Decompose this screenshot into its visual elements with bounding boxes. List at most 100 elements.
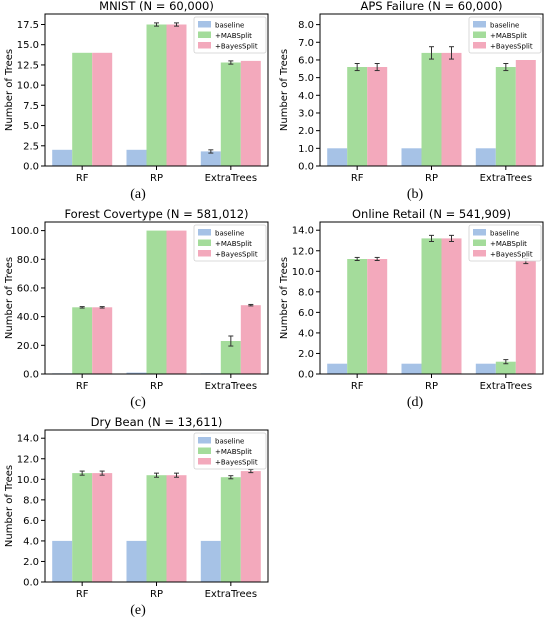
y-tick-label: 14.0 [292,226,314,237]
legend-swatch [198,239,211,246]
legend-swatch [198,42,211,49]
y-tick-label: 12.5 [17,60,39,71]
plot-frame [44,221,269,375]
chart-forest-covertype: Forest Covertype (N = 581,012) Number of … [4,207,269,392]
bar-baseline-rp [126,372,147,374]
x-tick-label: RP [150,173,163,184]
bar-bayessplit-extratrees [515,261,536,374]
bar-mabsplit-rp [146,24,167,166]
bar-mabsplit-rf [347,67,368,166]
legend-label: +BayesSplit [215,251,258,259]
legend-box [468,224,542,262]
x-tick-label: ExtraTrees [480,173,532,184]
legend-swatch [473,229,486,236]
legend-label: +MABSplit [490,32,527,40]
bar-mabsplit-extratrees [220,62,241,166]
y-tick-label: 2.5 [23,141,39,152]
plot-frame [44,13,269,167]
x-tick-label: RF [76,173,89,184]
y-tick-label: 15.0 [17,40,39,51]
y-axis-label: Number of Trees [279,257,290,339]
legend-swatch [198,21,211,28]
y-tick-label: 5.0 [298,73,314,84]
y-tick-label: 0.0 [298,162,314,173]
bar-baseline-extratrees [200,151,221,166]
bar-mabsplit-extratrees [220,341,241,374]
y-tick-label: 5.0 [23,121,39,132]
chart-online-retail: Online Retail (N = 541,909) Number of Tre… [279,207,544,392]
y-tick-label: 12.0 [17,454,39,465]
bar-baseline-rp [401,148,422,166]
figure-panel-d: Online Retail (N = 541,909) Number of Tre… [275,207,550,418]
bar-mabsplit-rp [421,238,442,374]
y-tick-label: 8.0 [298,287,314,298]
legend-label: +BayesSplit [215,43,258,51]
x-tick-label: RF [351,381,364,392]
bar-bayessplit-rp [166,475,187,582]
y-tick-label: 6.0 [298,55,314,66]
y-tick-label: 1.0 [298,144,314,155]
figure-panel-a: MNIST (N = 60,000) Number of Trees RF RP Ext… [0,0,275,210]
y-tick-label: 100.0 [10,226,39,237]
x-tick-label: ExtraTrees [480,381,532,392]
caption-a: (a) [130,187,146,202]
legend-swatch [473,21,486,28]
y-tick-label: 3.0 [298,108,314,119]
chart-title: Dry Bean (N = 13,611) [91,415,223,429]
y-tick-label: 4.0 [298,328,314,339]
bar-mabsplit-extratrees [495,67,516,166]
bar-baseline-rp [401,363,422,374]
y-tick-label: 40.0 [17,312,39,323]
legend-label: baseline [215,22,244,30]
legend-label: +BayesSplit [490,251,533,259]
legend-label: baseline [215,230,244,238]
bar-baseline-rf [327,363,348,374]
caption-b: (b) [406,187,424,202]
bar-mabsplit-rf [72,473,93,582]
legend-swatch [198,250,211,257]
y-tick-label: 6.0 [23,516,39,527]
plot-frame [319,13,544,167]
x-tick-label: RP [425,381,438,392]
y-tick-label: 7.5 [23,101,39,112]
legend-swatch [198,31,211,38]
y-tick-label: 10.0 [17,475,39,486]
bar-bayessplit-extratrees [240,60,261,166]
x-tick-label: RF [76,381,89,392]
y-tick-label: 10.0 [292,267,314,278]
y-axis-label: Number of Trees [279,49,290,131]
bar-mabsplit-rp [146,230,167,374]
legend-label: +BayesSplit [215,459,258,467]
legend-swatch [473,250,486,257]
bar-bayessplit-rf [92,52,113,166]
y-tick-label: 12.0 [292,246,314,257]
bar-baseline-rp [126,149,147,166]
bar-mabsplit-rf [347,259,368,374]
legend-swatch [473,239,486,246]
y-tick-label: 14.0 [17,434,39,445]
bar-bayessplit-rp [166,230,187,374]
y-axis-label: Number of Trees [4,49,15,131]
y-tick-label: 17.5 [17,20,39,31]
x-tick-label: RF [351,173,364,184]
legend-label: baseline [490,22,519,30]
legend-box [468,16,542,54]
bar-bayessplit-rf [92,307,113,374]
bar-baseline-extratrees [475,148,496,166]
y-tick-label: 8.0 [23,495,39,506]
y-tick-label: 10.0 [17,81,39,92]
chart-dry-bean: Dry Bean (N = 13,611) Number of Trees RF RP… [4,415,269,600]
bar-baseline-rf [327,148,348,166]
bar-bayessplit-rp [166,24,187,166]
legend-swatch [198,437,211,444]
chart-aps-failure: APS Failure (N = 60,000) Number of Trees R… [279,0,544,184]
bar-baseline-extratrees [200,540,221,582]
y-tick-label: 4.0 [23,536,39,547]
chart-title: Online Retail (N = 541,909) [352,207,511,221]
y-tick-label: 7.0 [298,38,314,49]
legend-label: baseline [215,438,244,446]
bar-bayessplit-rp [441,52,462,166]
caption-c: (c) [130,395,146,410]
plot-frame [44,429,269,583]
y-tick-label: 60.0 [17,283,39,294]
